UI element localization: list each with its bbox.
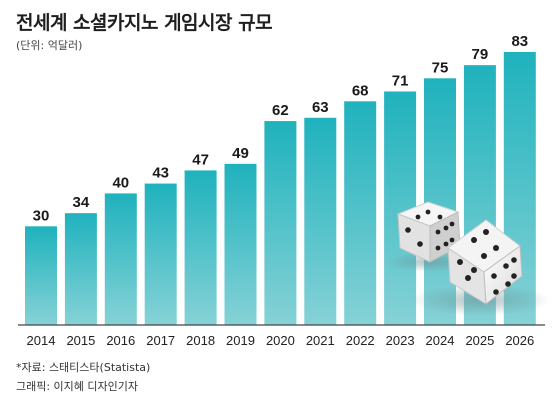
- die-pip: [435, 245, 441, 251]
- value-label-2025: 79: [472, 46, 489, 63]
- die-pip: [443, 225, 449, 231]
- x-tick-2017: 2017: [146, 333, 175, 348]
- x-tick-2026: 2026: [505, 333, 534, 348]
- die-pip: [493, 289, 499, 295]
- x-tick-2015: 2015: [66, 333, 95, 348]
- bar-2022: [344, 101, 377, 326]
- x-tick-2021: 2021: [306, 333, 335, 348]
- die-pip: [443, 241, 449, 247]
- x-tick-2019: 2019: [226, 333, 255, 348]
- die-pip: [465, 275, 471, 281]
- die-pip: [491, 273, 497, 279]
- x-tick-2016: 2016: [106, 333, 135, 348]
- value-label-2017: 43: [152, 165, 169, 182]
- value-label-2016: 40: [112, 174, 129, 191]
- value-label-2019: 49: [232, 145, 249, 162]
- value-label-2023: 71: [392, 72, 409, 89]
- die-pip: [457, 259, 463, 265]
- bars-group: 30 2014 34 2015 40 2016 43 2017 47 2018 49 2019 62 20…: [25, 33, 536, 348]
- value-label-2026: 83: [511, 33, 528, 50]
- x-tick-2025: 2025: [465, 333, 494, 348]
- bar-2024: [424, 78, 456, 325]
- value-label-2018: 47: [192, 151, 209, 168]
- die-pip: [449, 221, 455, 227]
- bar-2016: [104, 193, 137, 325]
- bar-2015: [64, 213, 97, 325]
- x-tick-2024: 2024: [426, 333, 455, 348]
- x-tick-2022: 2022: [346, 333, 375, 348]
- graphic-credit: 그래픽: 이지혜 디자인기자: [16, 380, 139, 393]
- die-pip: [471, 237, 477, 243]
- bar-2023: [384, 91, 417, 325]
- die-pip: [511, 257, 517, 263]
- dice-illustration: [385, 201, 550, 316]
- die-pip: [503, 263, 509, 269]
- die-pip: [505, 281, 511, 287]
- die-pip: [449, 237, 455, 243]
- value-label-2021: 63: [312, 99, 329, 116]
- die-pip: [415, 214, 421, 220]
- bar-2021: [304, 117, 337, 325]
- die-pip: [511, 273, 517, 279]
- die-pip: [405, 227, 411, 233]
- bar-2018: [184, 170, 217, 325]
- bar-2019: [224, 163, 257, 325]
- source-note: *자료: 스태티스타(Statista): [16, 361, 151, 374]
- x-tick-2018: 2018: [186, 333, 215, 348]
- die-pip: [483, 229, 489, 235]
- bar-2014: [25, 226, 57, 325]
- unit-label: (단위: 억달러): [16, 39, 83, 52]
- value-label-2015: 34: [73, 194, 90, 211]
- chart-title: 전세계 소셜카지노 게임시장 규모: [16, 12, 273, 34]
- die-pip: [481, 253, 487, 259]
- value-label-2024: 75: [432, 59, 449, 76]
- x-tick-2020: 2020: [266, 333, 295, 348]
- die-pip: [417, 241, 423, 247]
- value-label-2014: 30: [33, 207, 50, 224]
- value-label-2020: 62: [272, 102, 289, 119]
- die-pip: [493, 245, 499, 251]
- die-pip: [437, 214, 443, 220]
- die-pip: [425, 209, 431, 215]
- x-tick-2023: 2023: [386, 333, 415, 348]
- die-pip: [471, 267, 477, 273]
- bar-2020: [264, 121, 297, 325]
- die-pip: [435, 229, 441, 235]
- bar-2017: [144, 183, 177, 325]
- x-tick-2014: 2014: [27, 333, 56, 348]
- value-label-2022: 68: [352, 82, 369, 99]
